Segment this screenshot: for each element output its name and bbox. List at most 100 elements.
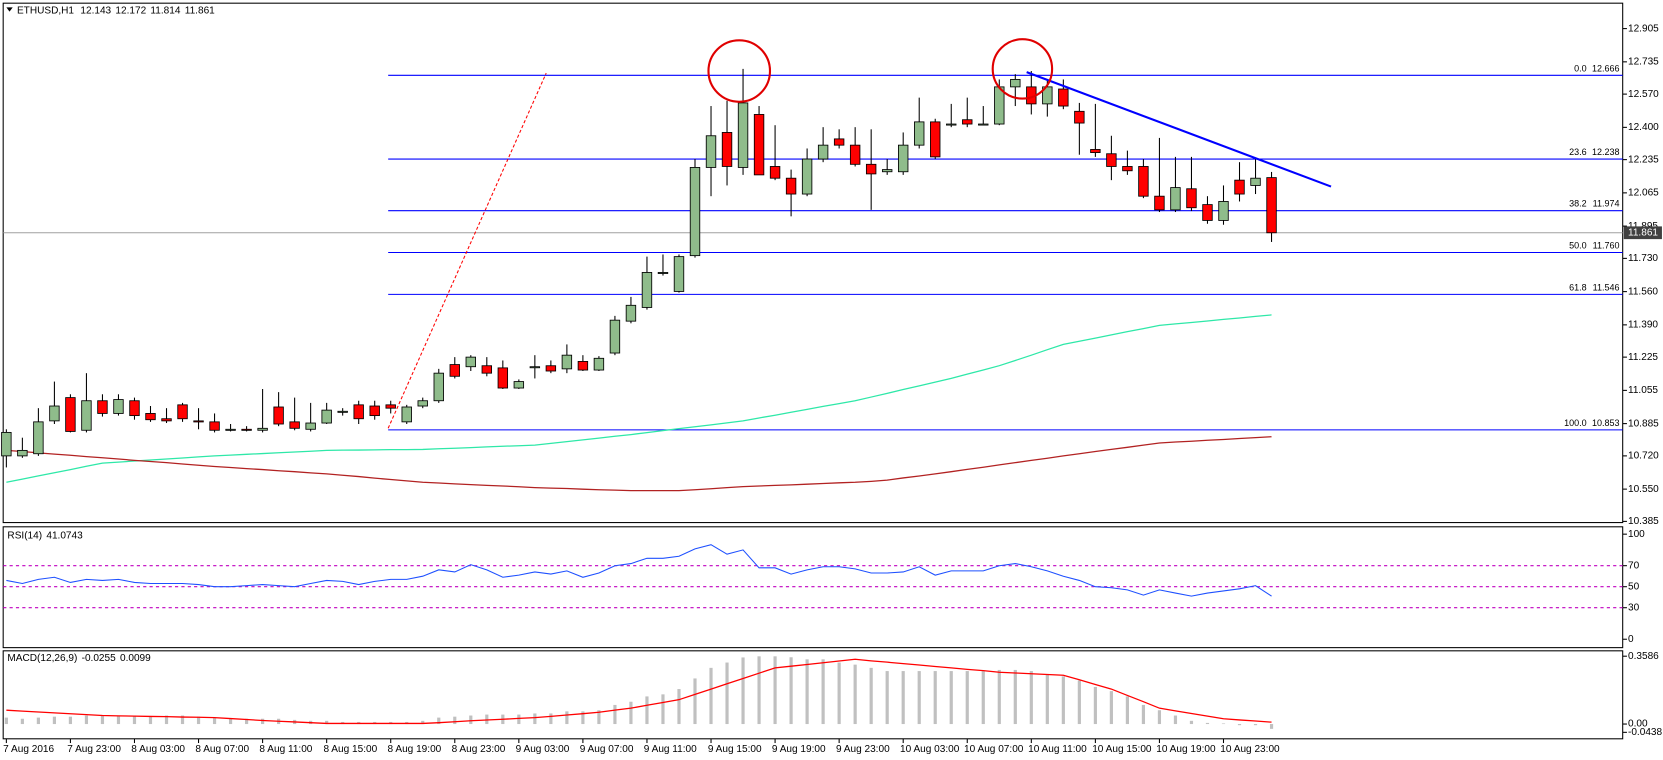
candle-body [689,167,701,257]
histogram-bar [1093,686,1097,725]
fib-level-label: 100.0 [1564,418,1587,428]
candle-body [1074,110,1085,124]
candle-body [1154,195,1165,211]
candle-body [113,399,124,414]
x-tick-label: 9 Aug 19:00 [772,744,826,755]
histogram-bar [821,659,825,725]
x-tick-label: 9 Aug 03:00 [516,744,570,755]
histogram-bar [1269,724,1274,729]
fib-level-label: 38.2 [1569,199,1587,209]
histogram-bar [4,717,8,725]
histogram-bar [1253,724,1258,726]
x-tick-label: 9 Aug 11:00 [644,744,697,755]
indicator-line [6,314,1272,483]
candle-body [641,272,653,308]
highlight-circle [707,39,772,103]
candle-body [753,114,765,176]
y-tick-label: 12.905 [1628,23,1659,34]
histogram-bar [645,696,649,725]
candle-body [737,102,749,168]
fib-level-label: 23.6 [1569,147,1587,157]
indicator-line [6,658,1272,725]
last-open: 12.143 [80,5,111,16]
histogram-bar [1029,671,1033,725]
candle-body [1122,166,1133,172]
histogram-bar [629,701,633,725]
y-tick-label: 11.560 [1628,286,1658,297]
candle-body [337,410,348,413]
histogram-bar [757,656,761,725]
y-tick-label: 0 [1628,634,1634,645]
y-tick-label: 12.065 [1628,188,1659,199]
histogram-bar [421,720,425,725]
x-tick-label: 7 Aug 2016 [3,744,54,755]
candle-body [897,144,909,173]
fib-level-label: 61.8 [1569,282,1587,292]
candle-body [33,421,44,455]
macd-header: MACD(12,26,9) -0.0255 0.0099 [7,653,151,664]
histogram-bar [453,716,457,725]
candle-body [1250,177,1261,186]
trend-line [1026,71,1332,188]
candle-body [273,406,284,425]
histogram-bar [1205,722,1210,725]
candle-body [593,357,605,371]
price-panel [2,2,1624,524]
histogram-bar [132,715,137,725]
histogram-bar [1141,704,1146,725]
x-tick-label: 9 Aug 15:00 [708,744,762,755]
y-tick-label: 30 [1628,602,1640,613]
histogram-bar [36,717,40,725]
x-tick-label: 10 Aug 03:00 [900,744,960,755]
histogram-bar [869,667,873,725]
candle-body [161,418,172,422]
candle-body [225,428,236,431]
candle-body [241,428,252,431]
candle-body [865,163,877,175]
candle-body [577,361,589,371]
histogram-bar [917,671,921,725]
last-low: 11.814 [150,5,180,16]
y-tick-label: 10.385 [1628,516,1659,527]
y-tick-label: 12.735 [1628,57,1659,68]
histogram-bar [549,713,553,725]
candle-body [705,135,717,168]
x-tick-label: 9 Aug 07:00 [580,744,634,755]
fib-price-label: 10.853 [1592,418,1620,428]
histogram-bar [1109,691,1113,725]
candle-body [529,366,541,369]
histogram-bar [1221,723,1226,725]
histogram-bar [1125,696,1129,725]
candle-body [65,397,76,432]
y-tick-label: 10.720 [1628,451,1659,462]
symbol: ETHUSD,H1 [17,5,74,16]
histogram-bar [517,714,521,725]
y-tick-label: 12.235 [1628,154,1659,165]
histogram-bar [709,667,713,725]
candle-body [994,86,1005,125]
current-price-box [1623,226,1662,240]
histogram-bar [773,656,777,725]
histogram-bar [100,715,105,725]
y-tick-label: 11.730 [1628,253,1658,264]
histogram-bar [533,713,537,725]
x-tick-label: 8 Aug 19:00 [388,744,442,755]
rsi-last: 41.0743 [46,530,83,541]
candle-body [881,169,893,173]
histogram-bar [693,678,697,725]
histogram-bar [84,715,89,725]
histogram-bar [901,671,905,725]
x-tick-label: 7 Aug 23:00 [67,744,121,755]
histogram-bar [613,704,617,725]
candle-body [1170,187,1181,211]
symbol-header: ETHUSD,H1 12.143 12.172 11.814 11.861 [17,5,215,16]
histogram-bar [1189,720,1194,725]
candle-body [385,404,396,409]
fib-level-label: 0.0 [1574,63,1587,73]
x-tick-label: 8 Aug 15:00 [323,744,377,755]
macd-title: MACD(12,26,9) [7,653,77,664]
x-tick-label: 8 Aug 23:00 [452,744,506,755]
y-tick-label: 100 [1628,529,1645,540]
candle-body [513,381,525,389]
x-tick-label: 10 Aug 23:00 [1220,744,1280,755]
